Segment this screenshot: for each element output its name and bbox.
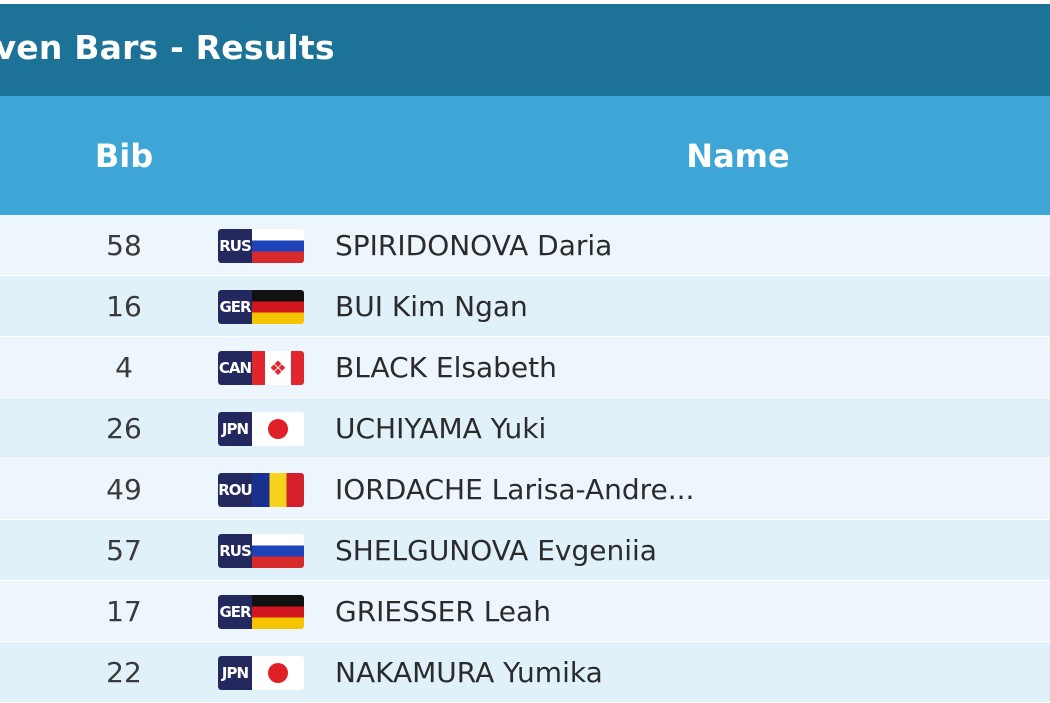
table-row[interactable]: 4 CAN ❖ BLACK Elsabeth [0, 337, 1050, 398]
athlete-name[interactable]: GRIESSER Leah [335, 594, 551, 628]
flag-rus-icon [252, 534, 304, 568]
noc-code: GER [218, 595, 252, 629]
country-flag: CAN ❖ [218, 351, 304, 385]
country-flag: RUS [218, 534, 304, 568]
table-row[interactable]: 58 RUS SPIRIDONOVA Daria [0, 215, 1050, 276]
bib-number: 57 [106, 533, 142, 567]
table-row[interactable]: 22 JPN NAKAMURA Yumika [0, 642, 1050, 703]
table-row[interactable]: 17 GER GRIESSER Leah [0, 581, 1050, 642]
athlete-name[interactable]: NAKAMURA Yumika [335, 655, 603, 689]
athlete-name[interactable]: UCHIYAMA Yuki [335, 411, 547, 445]
athlete-name[interactable]: SHELGUNOVA Evgeniia [335, 533, 657, 567]
bib-number: 49 [106, 472, 142, 506]
athlete-name[interactable]: BUI Kim Ngan [335, 289, 528, 323]
flag-ger-icon [252, 290, 304, 324]
country-flag: JPN [218, 656, 304, 690]
athlete-name[interactable]: SPIRIDONOVA Daria [335, 228, 613, 262]
bib-number: 16 [106, 289, 142, 323]
country-flag: RUS [218, 229, 304, 263]
country-flag: GER [218, 290, 304, 324]
flag-jpn-icon [252, 656, 304, 690]
page-title: even Bars - Results [0, 28, 335, 67]
maple-leaf-icon: ❖ [269, 356, 287, 380]
bib-number: 26 [106, 411, 142, 445]
column-header-bib[interactable]: Bib [94, 136, 154, 175]
noc-code: JPN [218, 412, 252, 446]
flag-ger-icon [252, 595, 304, 629]
noc-code: CAN [218, 351, 252, 385]
table-row[interactable]: 26 JPN UCHIYAMA Yuki [0, 398, 1050, 459]
flag-rus-icon [252, 229, 304, 263]
table-header: Bib Name [0, 96, 1050, 215]
red-disc-icon [268, 419, 288, 439]
country-flag: GER [218, 595, 304, 629]
flag-jpn-icon [252, 412, 304, 446]
noc-code: JPN [218, 656, 252, 690]
flag-can-icon: ❖ [252, 351, 304, 385]
table-row[interactable]: 57 RUS SHELGUNOVA Evgeniia [0, 520, 1050, 581]
results-table-body: 58 RUS SPIRIDONOVA Daria 16 GER BUI Kim … [0, 215, 1050, 703]
noc-code: RUS [218, 534, 252, 568]
bib-number: 4 [115, 350, 133, 384]
bib-number: 58 [106, 228, 142, 262]
column-header-name[interactable]: Name [686, 136, 790, 175]
table-row[interactable]: 49 ROU IORDACHE Larisa-Andre... [0, 459, 1050, 520]
country-flag: ROU [218, 473, 304, 507]
noc-code: RUS [218, 229, 252, 263]
bib-number: 22 [106, 655, 142, 689]
athlete-name[interactable]: BLACK Elsabeth [335, 350, 557, 384]
results-title-bar: even Bars - Results [0, 4, 1050, 96]
bib-number: 17 [106, 594, 142, 628]
flag-rou-icon [252, 473, 304, 507]
country-flag: JPN [218, 412, 304, 446]
athlete-name[interactable]: IORDACHE Larisa-Andre... [335, 472, 695, 506]
table-row[interactable]: 16 GER BUI Kim Ngan [0, 276, 1050, 337]
noc-code: GER [218, 290, 252, 324]
noc-code: ROU [218, 473, 253, 507]
red-disc-icon [268, 663, 288, 683]
